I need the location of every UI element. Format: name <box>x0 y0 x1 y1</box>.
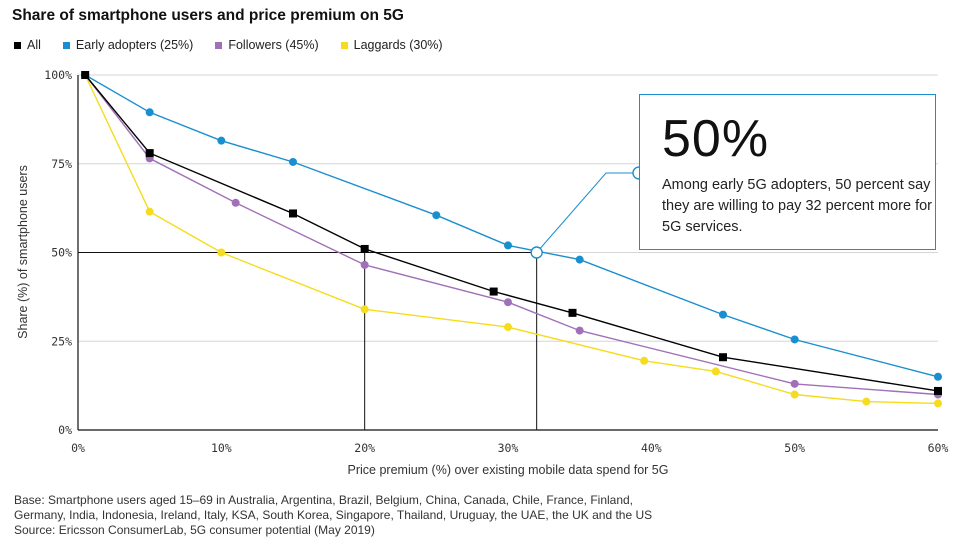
data-point-early-adopters <box>790 335 799 344</box>
legend-label-all: All <box>27 38 41 52</box>
x-tick-label: 10% <box>211 441 232 455</box>
x-tick-label: 0% <box>71 441 85 455</box>
reference-lines <box>78 252 538 430</box>
data-point-laggards <box>862 397 871 406</box>
data-point-all <box>719 353 727 362</box>
data-point-followers <box>231 198 240 207</box>
tick-labels: 0% 25% 50% 75% 100% 0% 10% 20% 30% 40% 50% 60% <box>44 68 948 455</box>
data-point-laggards <box>504 323 512 332</box>
data-point-early-adopters <box>217 136 226 145</box>
data-point-followers <box>504 298 512 307</box>
footnote-line-1: Base: Smartphone users aged 15–69 in Aus… <box>14 493 634 507</box>
series-line-all <box>84 74 939 392</box>
legend-label-early-adopters: Early adopters (25%) <box>75 38 194 52</box>
chart-title: Share of smartphone users and price prem… <box>12 7 404 24</box>
legend-label-laggards: Laggards (30%) <box>353 38 443 52</box>
annotation-marker <box>530 246 543 259</box>
legend-swatch-laggards <box>340 41 348 49</box>
data-point-laggards <box>640 356 649 365</box>
legend: All Early adopters (25%) Followers (45%)… <box>14 38 443 52</box>
y-axis-label: Share (%) of smartphone users <box>16 165 30 339</box>
data-point-early-adopters <box>145 108 154 117</box>
data-point-early-adopters <box>432 211 441 220</box>
data-point-early-adopters <box>504 241 512 250</box>
data-point-laggards <box>217 248 226 257</box>
data-point-early-adopters <box>934 372 942 381</box>
x-tick-label: 30% <box>498 441 519 455</box>
y-tick-label: 100% <box>44 68 72 82</box>
legend-item-laggards: Laggards (30%) <box>340 38 443 52</box>
series-line-laggards <box>84 74 939 405</box>
data-point-early-adopters <box>719 310 727 319</box>
chart-axes <box>77 75 938 431</box>
data-point-laggards <box>934 399 942 408</box>
x-tick-label: 60% <box>928 441 949 455</box>
footnote: Base: Smartphone users aged 15–69 in Aus… <box>14 493 734 539</box>
legend-item-all: All <box>14 38 41 52</box>
callout-box: 50% Among early 5G adopters, 50 percent … <box>639 94 936 250</box>
data-point-all <box>568 308 577 317</box>
data-point-laggards <box>790 390 799 399</box>
data-point-followers <box>575 326 584 335</box>
legend-swatch-all <box>14 41 21 49</box>
legend-item-early-adopters: Early adopters (25%) <box>62 38 194 52</box>
callout-headline: 50% <box>662 110 770 168</box>
footnote-line-2: Germany, India, Indonesia, Ireland, Ital… <box>14 508 653 523</box>
x-tick-label: 40% <box>641 441 662 455</box>
data-point-laggards <box>711 367 720 376</box>
data-point-laggards <box>145 207 154 216</box>
data-point-followers <box>790 379 799 388</box>
chart-series <box>81 71 942 408</box>
data-point-followers <box>360 260 369 269</box>
callout-connector-line <box>536 172 639 253</box>
x-tick-label: 20% <box>354 441 375 455</box>
legend-swatch-followers <box>215 41 223 49</box>
data-point-all <box>289 209 297 218</box>
data-point-laggards <box>360 305 369 314</box>
legend-item-followers: Followers (45%) <box>215 38 319 52</box>
y-tick-label: 75% <box>51 157 72 171</box>
callout-text: Among early 5G adopters, 50 percent say … <box>662 177 932 235</box>
series-line-followers <box>84 74 939 396</box>
data-point-all <box>81 71 90 79</box>
legend-swatch-early-adopters <box>62 41 70 49</box>
data-point-all <box>145 149 154 158</box>
data-point-all <box>934 386 942 395</box>
callout-connector <box>530 166 646 259</box>
y-tick-label: 25% <box>51 334 72 348</box>
data-point-early-adopters <box>575 255 584 264</box>
footnote-line-3: Source: Ericsson ConsumerLab, 5G consume… <box>14 523 375 538</box>
legend-label-followers: Followers (45%) <box>228 38 319 52</box>
x-axis-label: Price premium (%) over existing mobile d… <box>348 463 669 477</box>
series-line-early-adopters <box>84 74 939 378</box>
data-point-all <box>360 244 369 253</box>
data-point-early-adopters <box>289 157 297 166</box>
x-tick-label: 50% <box>784 441 805 455</box>
y-tick-label: 50% <box>51 246 72 260</box>
y-tick-label: 0% <box>58 423 72 437</box>
data-point-all <box>489 287 498 296</box>
